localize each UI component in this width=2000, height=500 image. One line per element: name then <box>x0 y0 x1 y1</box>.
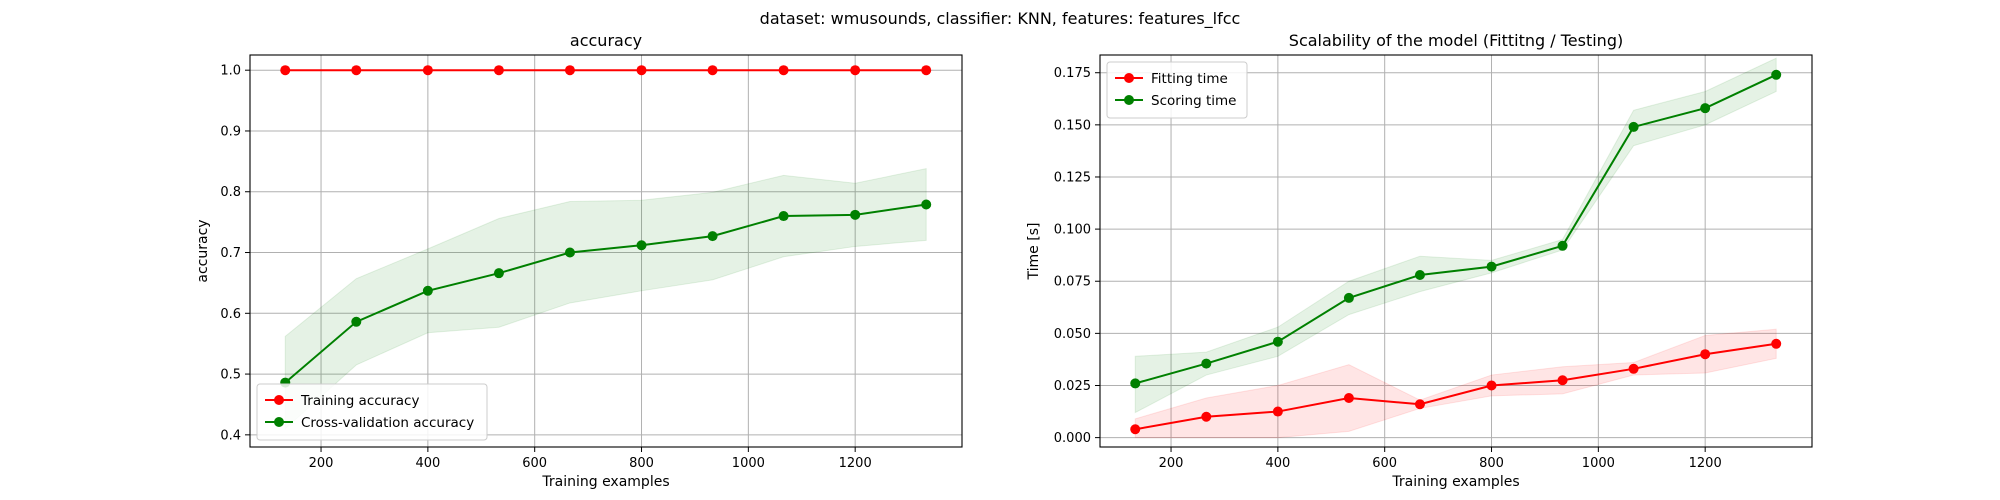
chart-0-x-tick-label: 200 <box>309 456 334 471</box>
chart-0-legend: Training accuracy Cross-validation accura… <box>256 383 488 441</box>
chart-1-series-0-band <box>1134 328 1777 439</box>
chart-0-series-1-point <box>921 199 932 210</box>
chart-0-y-tick-label: 0.8 <box>220 185 241 200</box>
chart-1-series-0-point <box>1628 363 1639 374</box>
chart-1-legend-label: Fitting time <box>1151 71 1228 87</box>
chart-0-legend-label: Cross-validation accuracy <box>301 415 474 431</box>
chart-1-series-1-point <box>1486 261 1497 272</box>
chart-0-y-tick-label: 0.5 <box>220 368 241 383</box>
chart-1-legend-box <box>1106 61 1248 119</box>
chart-1-series-1-band <box>1134 57 1777 414</box>
chart-0-x-tick-label: 400 <box>415 456 440 471</box>
chart-1-series-0-point <box>1414 399 1425 410</box>
chart-1-x-tick-label: 1200 <box>1689 456 1722 471</box>
chart-0-series-0-point <box>636 65 647 76</box>
chart-1-y-tick-label: 0.175 <box>1054 66 1091 81</box>
chart-0-y-tick-label: 1.0 <box>220 64 241 79</box>
chart-1-title: Scalability of the model (Fittitng / Tes… <box>1289 31 1623 50</box>
chart-0-plot-area <box>250 55 962 447</box>
chart-1-x-tick-label: 1000 <box>1582 456 1615 471</box>
chart-1-y-tick-label: 0.025 <box>1054 379 1091 394</box>
chart-1-series-0-point <box>1130 424 1141 435</box>
chart-1-series-0-point <box>1771 338 1782 349</box>
chart-1-series-1-point <box>1414 269 1425 280</box>
chart-1-axes-frame <box>1099 54 1813 448</box>
chart-1-series-1-point <box>1343 292 1354 303</box>
chart-0-y-tick-label: 0.6 <box>220 307 241 322</box>
chart-1-legend-label: Scoring time <box>1151 93 1236 109</box>
chart-1-series-1-point <box>1700 103 1711 114</box>
chart-1-x-tick-label: 200 <box>1159 456 1184 471</box>
chart-1-plot-area <box>1100 55 1812 447</box>
chart-1-series-0-point <box>1343 393 1354 403</box>
chart-0-series-1-point <box>351 316 362 327</box>
chart-1-x-tick-label: 400 <box>1265 456 1290 471</box>
chart-0-series-1-point <box>850 209 861 220</box>
chart-0-axes-frame <box>249 54 963 448</box>
chart-0-series-0-point <box>564 65 575 76</box>
chart-0-legend-box <box>256 383 488 441</box>
chart-0-y-tick-label: 0.4 <box>220 428 241 443</box>
chart-1-ylabel: Time [s] <box>1026 223 1042 281</box>
chart-1-legend: Fitting time Scoring time <box>1106 61 1248 119</box>
chart-0-x-tick-label: 800 <box>629 456 654 471</box>
chart-0-legend-label: Training accuracy <box>300 393 419 409</box>
chart-1-y-tick-label: 0.075 <box>1054 275 1091 290</box>
chart-0-x-tick-label: 1000 <box>732 456 765 471</box>
chart-0-series-1-band <box>284 168 927 430</box>
chart-0-y-tick-label: 0.9 <box>220 124 241 139</box>
chart-1-series-0-point <box>1557 375 1568 386</box>
chart-1-y-tick-label: 0.000 <box>1054 431 1091 446</box>
chart-1-series-0-point <box>1201 411 1212 422</box>
chart-0-series-0-point <box>422 65 433 76</box>
chart-0-series-0-point <box>280 65 291 76</box>
chart-1-series-1-line <box>1134 73 1777 385</box>
chart-1-y-tick-label: 0.125 <box>1054 170 1091 185</box>
chart-0-series-0-point <box>921 65 932 76</box>
chart-1-xlabel: Training examples <box>1391 474 1519 490</box>
chart-0-x-tick-label: 600 <box>522 456 547 471</box>
chart-0-y-tick-label: 0.7 <box>220 246 241 261</box>
chart-0-series-0-point <box>850 65 861 76</box>
chart-0-series-0-point <box>778 65 789 76</box>
chart-1-legend-swatch-marker <box>1124 73 1134 83</box>
chart-0-title: accuracy <box>570 31 642 50</box>
chart-0-legend-swatch-marker <box>274 395 284 405</box>
chart-0-series-0-point <box>351 65 362 76</box>
scalability-panel: 200 400 600 800 1000 1200 0.000 0.025 0.050 0.075… <box>1026 31 1813 490</box>
chart-0-series-1-line <box>284 203 927 384</box>
chart-1-y-tick-label: 0.150 <box>1054 118 1091 133</box>
chart-0-series-1-point <box>493 268 504 279</box>
chart-0-x-tick-label: 1200 <box>839 456 872 471</box>
chart-1-series-1-point <box>1771 69 1782 80</box>
chart-0-series-1-point <box>778 211 789 222</box>
chart-0-series-1-point <box>707 231 718 242</box>
chart-0-ylabel: accuracy <box>195 219 211 282</box>
chart-1-series-0-point <box>1700 349 1711 360</box>
chart-1-series-1-point <box>1557 240 1568 251</box>
chart-1-series-0-line <box>1135 342 1777 431</box>
chart-0-series-0-point <box>707 65 718 76</box>
chart-1-series-1-point <box>1628 121 1639 132</box>
chart-0-series-1-point <box>422 285 433 296</box>
chart-1-series-1-point <box>1272 336 1283 347</box>
chart-1-x-tick-label: 600 <box>1372 456 1397 471</box>
chart-1-legend-swatch-marker <box>1124 95 1134 105</box>
chart-1-series-0-point <box>1272 406 1283 417</box>
chart-1-y-tick-label: 0.100 <box>1054 223 1091 238</box>
chart-1-series-1-point <box>1130 378 1141 389</box>
chart-0-series-1-point <box>636 240 647 251</box>
chart-1-series-1-point <box>1201 358 1212 369</box>
chart-0-xlabel: Training examples <box>541 474 669 490</box>
chart-0-series-1-point <box>564 247 575 258</box>
chart-1-x-tick-label: 800 <box>1479 456 1504 471</box>
figure-suptitle: dataset: wmusounds, classifier: KNN, fea… <box>760 9 1241 29</box>
chart-1-y-tick-label: 0.050 <box>1054 327 1091 342</box>
chart-0-legend-swatch-marker <box>274 417 284 427</box>
chart-1-series-0-point <box>1486 380 1497 391</box>
accuracy-panel: 200 400 600 800 1000 1200 0.4 0.5 0.6 0.7 0.8 0.9 1.… <box>195 31 963 490</box>
chart-0-series-0-point <box>493 65 504 76</box>
